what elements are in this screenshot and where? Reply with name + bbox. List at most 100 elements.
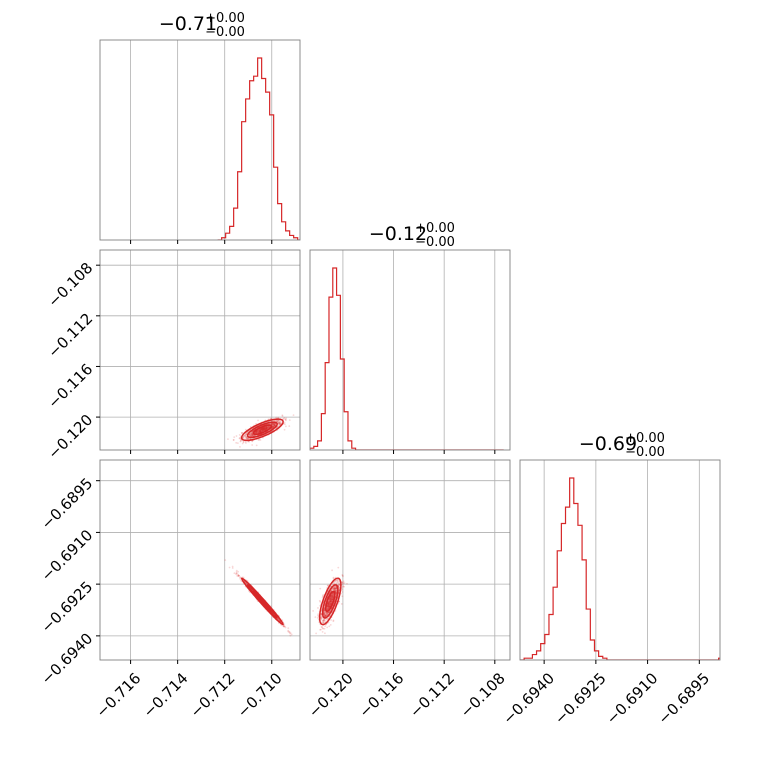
sample-point	[327, 603, 330, 606]
sample-point	[276, 420, 279, 422]
sample-point	[280, 422, 282, 425]
sample-point	[237, 573, 239, 576]
sample-point	[320, 613, 323, 615]
sample-point	[324, 614, 327, 617]
sample-point	[252, 434, 255, 437]
sample-point	[255, 431, 258, 434]
sample-point	[327, 584, 329, 587]
x-tick-label: −0.112	[406, 669, 458, 721]
sample-point	[322, 619, 325, 622]
sample-point	[336, 579, 339, 582]
sample-point	[329, 602, 332, 605]
sample-point	[263, 427, 266, 430]
hist-panel-3: −0.69+0.00−0.00	[519, 431, 721, 664]
sample-point	[273, 424, 275, 427]
sample-point	[251, 433, 253, 436]
sample-point	[255, 432, 258, 434]
sample-point	[271, 423, 273, 425]
sample-point	[334, 590, 337, 592]
sample-point	[251, 444, 254, 446]
sample-point	[265, 427, 267, 430]
sample-point	[261, 428, 264, 431]
sample-point	[333, 587, 336, 590]
sample-point	[256, 430, 259, 432]
sample-point	[338, 584, 341, 587]
sample-point	[270, 417, 273, 420]
sample-point	[329, 600, 332, 603]
sample-point	[327, 611, 330, 614]
sample-point	[316, 616, 319, 619]
sample-point	[328, 604, 331, 607]
sample-point	[262, 428, 265, 431]
sample-point	[273, 419, 276, 422]
sample-point	[329, 595, 332, 598]
sample-point	[333, 587, 336, 590]
sample-point	[330, 599, 333, 602]
sample-point	[327, 605, 330, 608]
sample-point	[260, 428, 262, 431]
sample-point	[323, 612, 326, 615]
sample-point	[329, 597, 331, 599]
sample-point	[272, 425, 275, 428]
sample-point	[265, 427, 268, 429]
sample-point	[266, 427, 268, 429]
sample-point	[263, 427, 266, 429]
sample-point	[327, 602, 330, 605]
sample-point	[267, 426, 270, 428]
sample-point	[330, 600, 333, 603]
sample-point	[333, 589, 336, 592]
sample-point	[331, 594, 333, 596]
title-lower-error: −0.00	[625, 445, 665, 460]
scatter-panel-1-2-content	[100, 250, 300, 450]
sample-point	[259, 430, 262, 433]
sample-point	[258, 430, 261, 433]
sample-point	[237, 574, 240, 577]
title-upper-error: +0.00	[415, 221, 455, 236]
sample-point	[259, 439, 262, 441]
sample-point	[330, 598, 333, 601]
sample-point	[338, 580, 341, 583]
sample-point	[329, 601, 332, 603]
sample-point	[283, 625, 286, 628]
sample-point	[331, 595, 334, 597]
sample-point	[249, 435, 252, 437]
sample-point	[323, 618, 326, 621]
panel-title-3: −0.69	[579, 433, 637, 455]
sample-point	[242, 576, 245, 579]
sample-point	[330, 619, 332, 621]
sample-point	[324, 611, 327, 614]
sample-point	[261, 427, 264, 430]
sample-point	[332, 577, 335, 580]
sample-point	[259, 429, 262, 432]
sample-point	[258, 438, 261, 441]
sample-point	[266, 427, 269, 430]
sample-point	[231, 565, 234, 568]
sample-point	[264, 428, 267, 431]
sample-point	[331, 569, 334, 572]
contour-level-3	[252, 424, 272, 436]
sample-point	[324, 611, 327, 614]
panel-frame	[309, 249, 511, 451]
scatter-panel-2-3	[309, 459, 511, 664]
sample-point	[265, 427, 268, 429]
sample-point	[259, 430, 262, 433]
sample-point	[328, 605, 331, 608]
panel-title-2: −0.12	[369, 223, 427, 245]
sample-point	[259, 429, 262, 432]
sample-point	[334, 587, 337, 590]
sample-point	[328, 599, 330, 602]
sample-point	[332, 586, 335, 589]
sample-point	[237, 574, 240, 577]
x-tick-label: −0.6940	[499, 669, 558, 728]
sample-point	[321, 630, 324, 633]
sample-point	[327, 605, 330, 608]
sample-point	[333, 588, 336, 591]
sample-point	[332, 588, 335, 591]
sample-point	[329, 600, 332, 602]
sample-point	[258, 431, 261, 434]
sample-point	[273, 424, 276, 426]
sample-point	[258, 429, 261, 432]
sample-point	[319, 587, 322, 590]
sample-point	[279, 422, 282, 425]
sample-point	[341, 595, 344, 598]
